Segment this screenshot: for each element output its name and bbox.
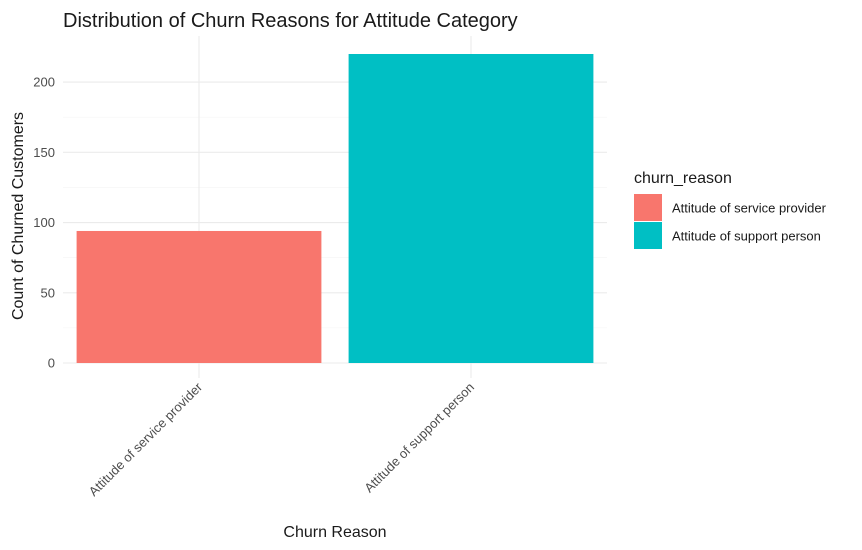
legend-label: Attitude of support person	[672, 229, 821, 244]
bar	[348, 54, 594, 363]
chart-title: Distribution of Churn Reasons for Attitu…	[63, 10, 518, 32]
legend-title: churn_reason	[634, 170, 732, 187]
x-tick-label: Attitude of support person	[361, 380, 477, 496]
legend-key	[634, 222, 662, 249]
plot-panel: 0 50 100 150 200 Attitude of service provide…	[33, 36, 607, 499]
y-axis-ticks: 0 50 100 150 200	[33, 75, 55, 371]
y-tick-label: 100	[33, 215, 55, 230]
x-tick-label: Attitude of service provider	[86, 379, 206, 499]
legend-items: Attitude of service provider Attitude of …	[634, 194, 827, 249]
bar	[76, 230, 322, 363]
y-tick-label: 150	[33, 145, 55, 160]
x-axis-ticks: Attitude of service provider Attitude of …	[86, 379, 477, 499]
y-tick-label: 200	[33, 75, 55, 90]
legend-label: Attitude of service provider	[672, 201, 827, 216]
y-axis-title: Count of Churned Customers	[10, 112, 27, 320]
y-tick-label: 50	[41, 285, 55, 300]
bars	[76, 54, 594, 363]
x-axis-title: Churn Reason	[283, 524, 386, 541]
legend: churn_reason Attitude of service provide…	[634, 170, 827, 249]
y-tick-label: 0	[48, 356, 55, 371]
legend-key	[634, 194, 662, 221]
